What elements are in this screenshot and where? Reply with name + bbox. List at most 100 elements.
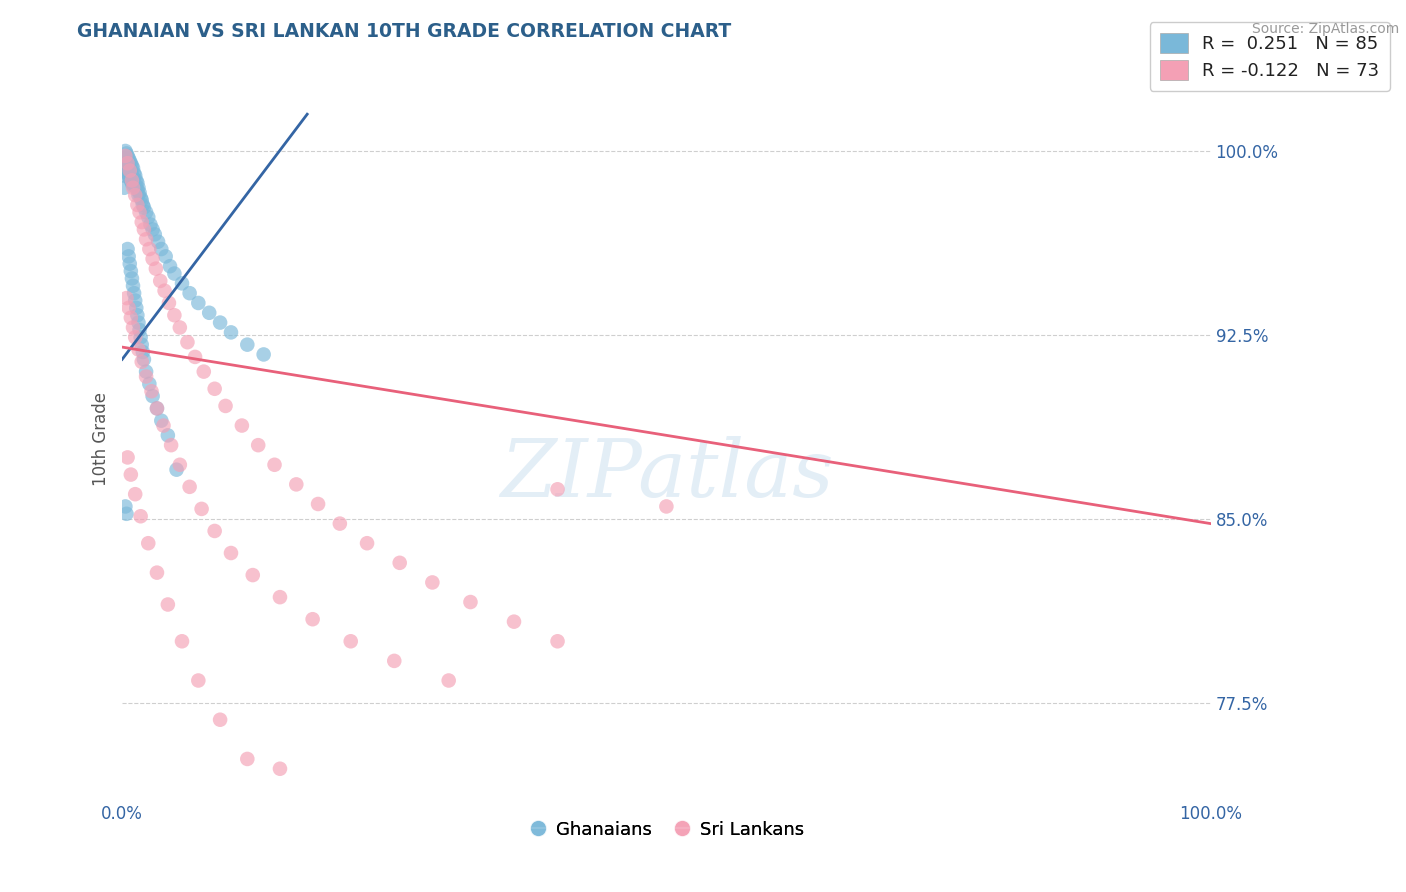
Point xyxy=(132,198,155,212)
Point xyxy=(118,161,141,176)
Point xyxy=(117,149,139,163)
Point xyxy=(152,418,174,433)
Point xyxy=(422,575,444,590)
Point xyxy=(146,401,169,416)
Point xyxy=(122,161,145,176)
Point xyxy=(307,497,329,511)
Point xyxy=(121,271,143,285)
Point xyxy=(135,205,157,219)
Point xyxy=(129,509,152,524)
Point xyxy=(122,180,145,194)
Point xyxy=(128,323,150,337)
Point xyxy=(156,598,179,612)
Point xyxy=(124,188,146,202)
Point xyxy=(118,163,141,178)
Point xyxy=(115,291,138,305)
Point xyxy=(166,463,188,477)
Text: ZIPatlas: ZIPatlas xyxy=(499,436,834,514)
Text: GHANAIAN VS SRI LANKAN 10TH GRADE CORRELATION CHART: GHANAIAN VS SRI LANKAN 10TH GRADE CORREL… xyxy=(77,22,731,41)
Point xyxy=(118,152,141,166)
Point xyxy=(157,296,180,310)
Point xyxy=(127,343,149,357)
Point xyxy=(131,193,153,207)
Point xyxy=(142,252,165,266)
Point xyxy=(219,326,242,340)
Point xyxy=(114,152,136,166)
Point xyxy=(124,178,146,193)
Point xyxy=(242,568,264,582)
Point xyxy=(114,144,136,158)
Point xyxy=(115,163,138,178)
Point xyxy=(170,634,193,648)
Point xyxy=(127,183,149,197)
Point xyxy=(131,355,153,369)
Point xyxy=(124,487,146,501)
Point xyxy=(132,345,155,359)
Point xyxy=(269,762,291,776)
Point xyxy=(146,235,169,249)
Point xyxy=(131,337,153,351)
Point xyxy=(118,169,141,183)
Point xyxy=(115,153,138,168)
Point xyxy=(204,524,226,538)
Point xyxy=(198,306,221,320)
Point xyxy=(118,163,141,178)
Point xyxy=(125,173,148,187)
Point xyxy=(127,316,149,330)
Point xyxy=(118,153,141,168)
Point xyxy=(122,320,145,334)
Point xyxy=(169,458,191,472)
Point xyxy=(155,249,177,263)
Point xyxy=(247,438,270,452)
Point xyxy=(120,156,142,170)
Point xyxy=(141,384,163,399)
Point xyxy=(122,178,145,193)
Point xyxy=(135,365,157,379)
Point xyxy=(187,296,209,310)
Legend: Ghanaians, Sri Lankans: Ghanaians, Sri Lankans xyxy=(522,814,811,846)
Point xyxy=(146,566,169,580)
Point xyxy=(263,458,285,472)
Point xyxy=(231,418,253,433)
Point xyxy=(127,308,149,322)
Point xyxy=(125,301,148,315)
Y-axis label: 10th Grade: 10th Grade xyxy=(93,392,110,486)
Point xyxy=(129,330,152,344)
Point xyxy=(112,169,135,183)
Point xyxy=(179,286,201,301)
Point xyxy=(128,205,150,219)
Point xyxy=(138,242,160,256)
Point xyxy=(127,176,149,190)
Point xyxy=(132,200,155,214)
Point xyxy=(437,673,460,688)
Point xyxy=(187,673,209,688)
Point xyxy=(184,350,207,364)
Point xyxy=(176,335,198,350)
Point xyxy=(236,337,259,351)
Point xyxy=(121,173,143,187)
Point xyxy=(204,382,226,396)
Point xyxy=(209,316,232,330)
Point xyxy=(114,500,136,514)
Point xyxy=(382,654,405,668)
Point xyxy=(163,308,186,322)
Point xyxy=(128,186,150,200)
Point xyxy=(132,352,155,367)
Point xyxy=(124,293,146,308)
Point xyxy=(120,264,142,278)
Point xyxy=(209,713,232,727)
Point xyxy=(132,222,155,236)
Point xyxy=(114,161,136,176)
Point xyxy=(115,507,138,521)
Point xyxy=(145,261,167,276)
Point xyxy=(547,483,569,497)
Text: Source: ZipAtlas.com: Source: ZipAtlas.com xyxy=(1251,22,1399,37)
Point xyxy=(118,249,141,263)
Point xyxy=(129,190,152,204)
Point xyxy=(115,146,138,161)
Point xyxy=(236,752,259,766)
Point xyxy=(159,259,181,273)
Point xyxy=(120,166,142,180)
Point xyxy=(117,450,139,465)
Point xyxy=(301,612,323,626)
